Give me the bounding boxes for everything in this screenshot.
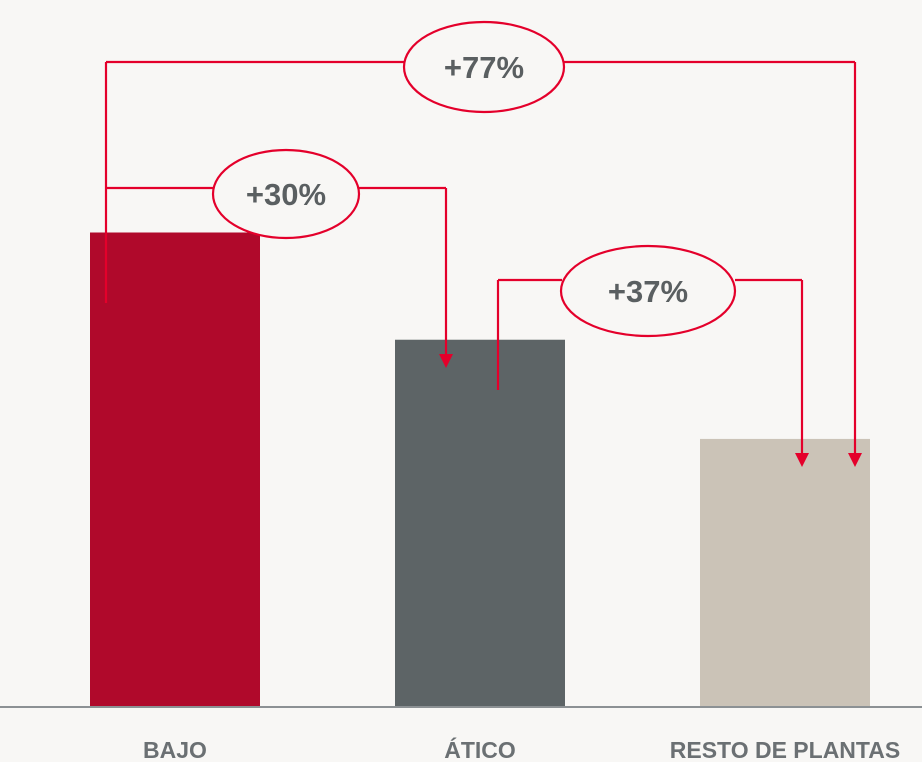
comparison-77-label: +77% <box>444 50 524 85</box>
bar-atico <box>395 339 565 707</box>
bracket-37-arrowhead <box>795 453 809 467</box>
bars-group <box>90 232 870 707</box>
comparison-30-label: +30% <box>246 177 326 212</box>
category-label-bajo: BAJO <box>143 737 207 762</box>
category-label-atico: ÁTICO <box>444 736 516 762</box>
comparison-37-label: +37% <box>608 274 688 309</box>
category-label-resto-de-plantas: RESTO DE PLANTAS <box>670 737 900 762</box>
category-labels: BAJO ÁTICO RESTO DE PLANTAS <box>143 736 900 762</box>
comparison-connectors: +77% +30% +37% <box>104 20 862 467</box>
comparison-37-bubble <box>559 244 737 338</box>
bracket-77-arrowhead <box>848 453 862 467</box>
bar-resto-de-plantas <box>700 438 870 707</box>
comparison-77-bubble <box>402 20 566 114</box>
comparison-30-bubble <box>211 148 361 240</box>
bracket-30-arrowhead <box>439 354 453 368</box>
bar-bajo <box>90 232 260 707</box>
